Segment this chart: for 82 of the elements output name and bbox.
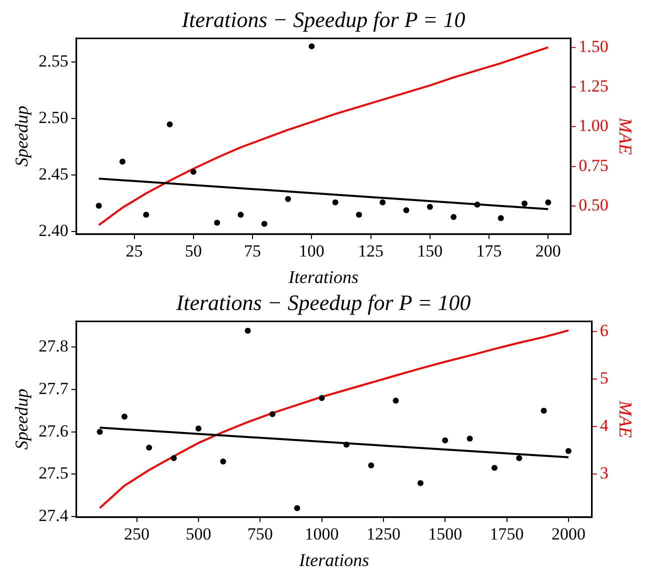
- point: [522, 200, 528, 206]
- y-tick-label: 27.4: [38, 506, 69, 526]
- y2-tick-label: 4: [600, 416, 609, 435]
- x-tick-label: 150: [417, 242, 443, 261]
- y-tick-label: 2.50: [38, 108, 68, 128]
- y-tick-label: 2.40: [38, 221, 68, 240]
- point: [170, 455, 177, 462]
- point: [565, 448, 572, 454]
- point: [343, 442, 350, 448]
- x-tick-label: 50: [184, 242, 202, 261]
- y2-axis-title: MAE: [615, 116, 636, 155]
- point: [392, 398, 399, 404]
- y2-tick-label: 0.50: [578, 196, 608, 215]
- x-tick-label: 125: [358, 242, 384, 261]
- y-tick-label: 2.45: [38, 164, 68, 184]
- point: [442, 437, 448, 444]
- point: [368, 462, 374, 468]
- point: [146, 444, 152, 451]
- y2-tick-label: 1.00: [578, 116, 608, 136]
- point: [166, 121, 173, 128]
- point: [318, 395, 325, 402]
- y2-tick-label: 6: [600, 320, 608, 340]
- point: [380, 199, 386, 206]
- y-axis-title: Speedup: [12, 106, 32, 167]
- y-tick-label: 27.6: [38, 421, 68, 440]
- point: [96, 428, 103, 435]
- x-tick-label: 175: [476, 242, 502, 261]
- point: [220, 458, 226, 465]
- x-axis-title: Iterations: [298, 550, 370, 570]
- point: [214, 220, 220, 226]
- chart-title: Iterations − Speedup for P = 10: [180, 6, 466, 32]
- point: [332, 199, 338, 206]
- x-tick-label: 1000: [304, 524, 339, 544]
- x-tick-label: 1500: [428, 524, 462, 544]
- chart-title: Iterations − Speedup for P = 100: [175, 290, 471, 315]
- point: [516, 455, 522, 462]
- x-tick-label: 1750: [490, 524, 524, 544]
- point: [96, 202, 102, 209]
- y2-axis-title: MAE: [615, 400, 636, 438]
- y-tick-label: 27.7: [38, 379, 69, 398]
- point: [244, 328, 251, 334]
- x-tick-label: 500: [186, 524, 212, 544]
- point: [450, 214, 457, 220]
- point: [261, 220, 268, 227]
- x-tick-label: 75: [244, 242, 262, 261]
- point: [417, 480, 424, 486]
- point: [540, 408, 547, 414]
- x-tick-label: 100: [298, 242, 324, 261]
- point: [119, 158, 126, 165]
- point: [285, 196, 292, 202]
- y2-tick-label: 1.25: [578, 76, 608, 96]
- point: [238, 212, 244, 218]
- y-tick-label: 2.55: [38, 52, 68, 71]
- x-tick-label: 25: [126, 242, 143, 261]
- y-tick-label: 27.8: [38, 336, 68, 356]
- point: [545, 199, 552, 206]
- point: [491, 464, 498, 471]
- x-tick-label: 1250: [366, 524, 400, 544]
- point: [474, 202, 480, 208]
- point: [403, 207, 410, 214]
- point: [294, 505, 300, 512]
- point: [121, 414, 128, 420]
- x-tick-label: 200: [535, 242, 561, 261]
- point: [426, 204, 433, 210]
- point: [498, 215, 504, 222]
- point: [269, 411, 276, 418]
- y2-tick-label: 3: [600, 463, 608, 482]
- x-tick-label: 250: [124, 524, 150, 544]
- y-tick-label: 27.5: [38, 464, 68, 483]
- x-axis-title: Iterations: [288, 266, 358, 287]
- point: [308, 43, 315, 50]
- y2-tick-label: 0.75: [578, 156, 608, 175]
- point: [195, 426, 202, 432]
- point: [190, 168, 196, 175]
- x-tick-label: 2000: [551, 524, 586, 544]
- y-axis-title: Speedup: [12, 388, 32, 450]
- y2-tick-label: 1.50: [578, 36, 608, 56]
- point: [143, 212, 150, 218]
- y2-tick-label: 5: [600, 368, 608, 388]
- x-tick-label: 750: [247, 524, 273, 544]
- point: [466, 436, 473, 442]
- point: [356, 212, 362, 218]
